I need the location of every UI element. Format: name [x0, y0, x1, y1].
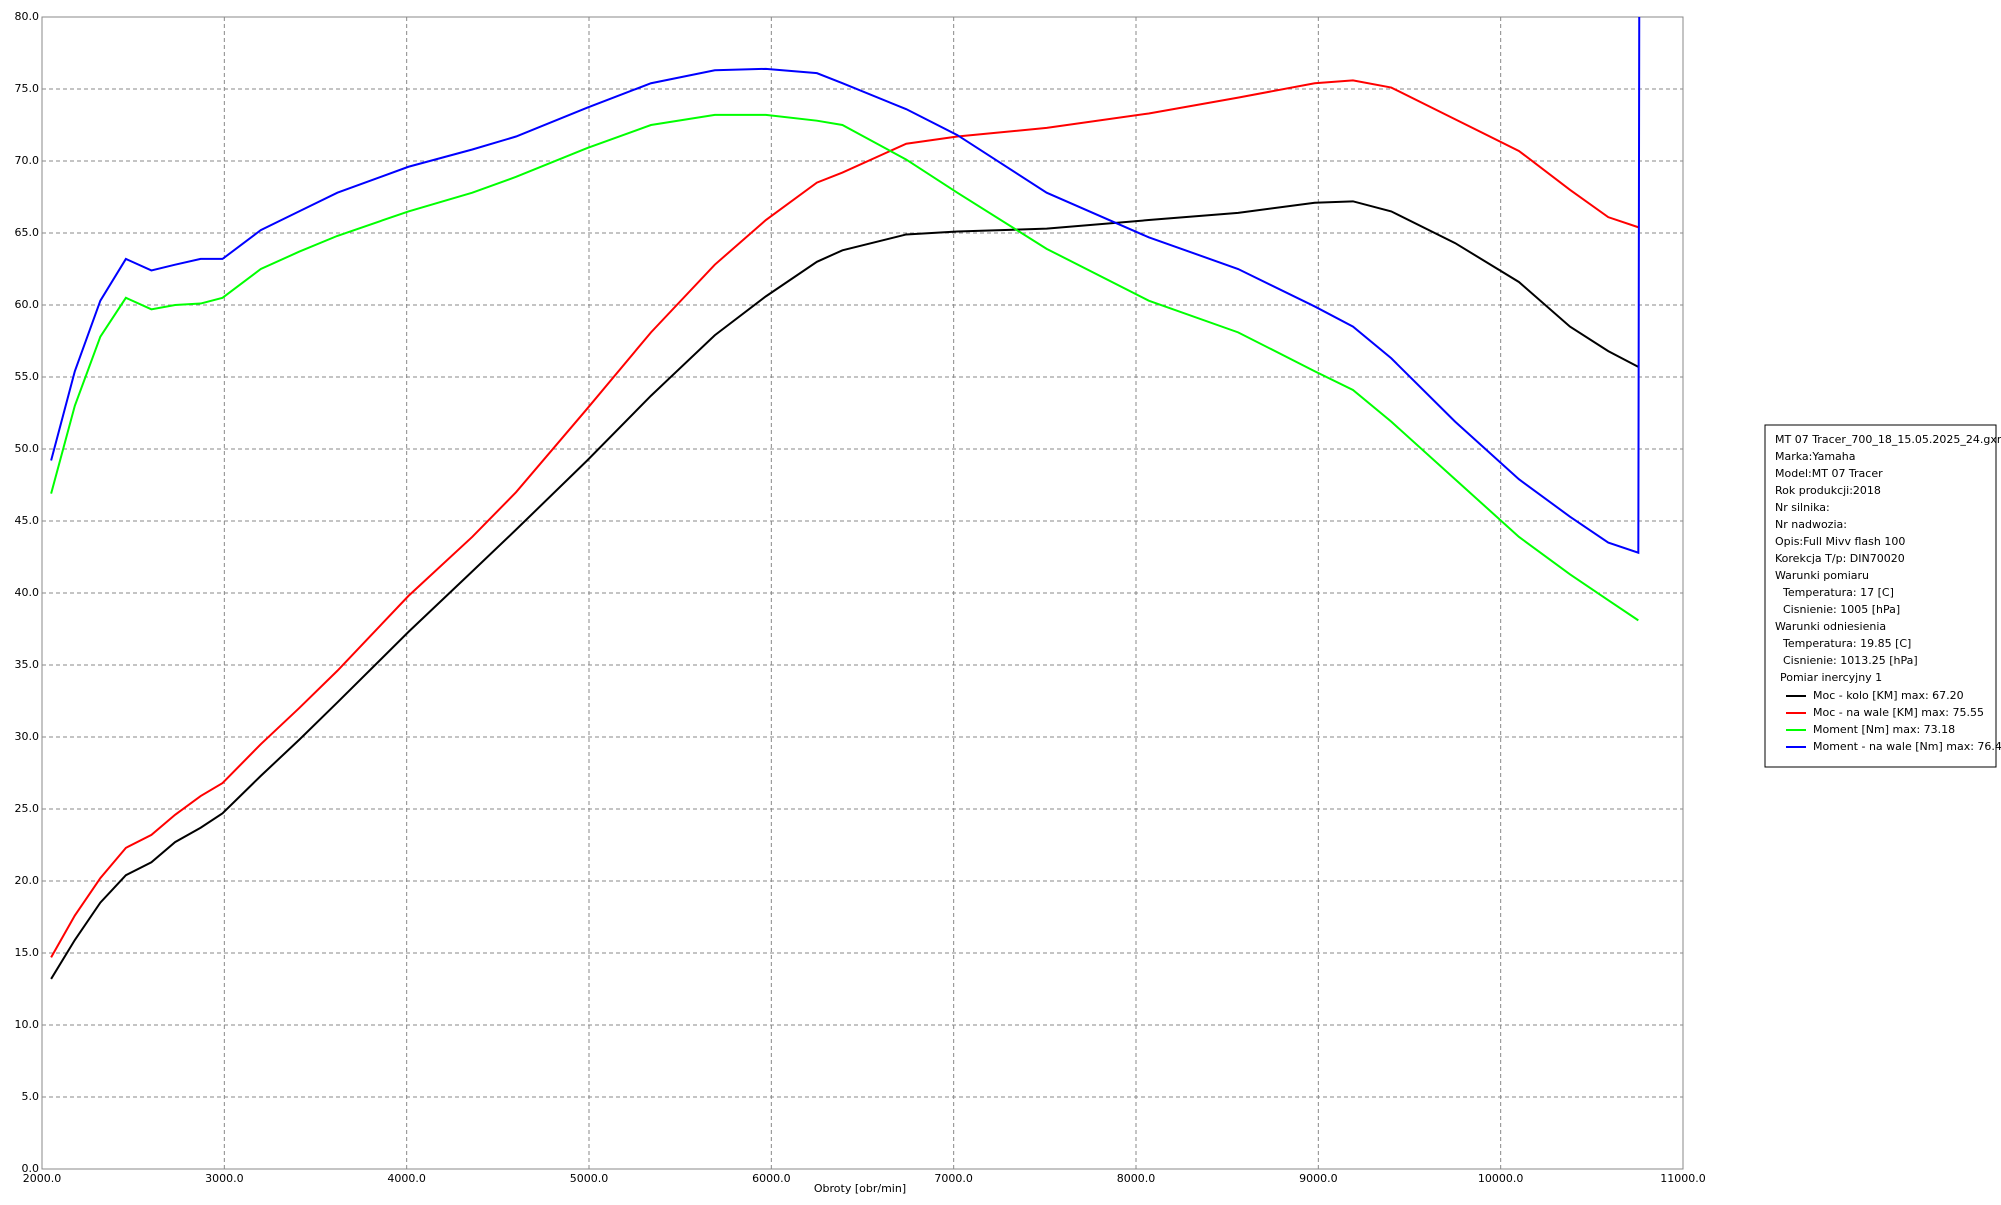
- legend-entry: Moment - na wale [Nm] max: 76.45: [1813, 740, 2001, 753]
- y-tick-label: 55.0: [15, 370, 40, 383]
- x-tick-label: 9000.0: [1299, 1172, 1338, 1185]
- series-line: [50, 79, 1639, 958]
- info-line: Warunki odniesienia: [1775, 620, 1886, 633]
- y-tick-label: 5.0: [22, 1090, 40, 1103]
- series-line: [50, 200, 1639, 980]
- y-tick-label: 60.0: [15, 298, 40, 311]
- x-tick-label: 11000.0: [1660, 1172, 1706, 1185]
- y-tick-label: 15.0: [15, 946, 40, 959]
- y-tick-label: 45.0: [15, 514, 40, 527]
- y-tick-label: 50.0: [15, 442, 40, 455]
- y-tick-label: 70.0: [15, 154, 40, 167]
- info-line: Opis:Full Mivv flash 100: [1775, 535, 1905, 548]
- info-line: Model:MT 07 Tracer: [1775, 467, 1883, 480]
- series-line: [50, 16, 1641, 555]
- info-line: Temperatura: 19.85 [C]: [1782, 637, 1911, 650]
- info-line: MT 07 Tracer_700_18_15.05.2025_24.gxml: [1775, 433, 2001, 446]
- x-tick-label: 8000.0: [1117, 1172, 1156, 1185]
- x-tick-label: 6000.0: [752, 1172, 791, 1185]
- legend-box: [1764, 424, 1997, 768]
- info-line: Temperatura: 17 [C]: [1782, 586, 1894, 599]
- info-line: Marka:Yamaha: [1775, 450, 1856, 463]
- info-line: Pomiar inercyjny 1: [1780, 671, 1882, 684]
- legend-entry: Moc - kolo [KM] max: 67.20: [1813, 689, 1964, 702]
- x-tick-label: 10000.0: [1478, 1172, 1524, 1185]
- x-tick-label: 2000.0: [23, 1172, 62, 1185]
- x-tick-label: 5000.0: [570, 1172, 609, 1185]
- y-tick-label: 35.0: [15, 658, 40, 671]
- x-tick-label: 7000.0: [934, 1172, 973, 1185]
- info-line: Korekcja T/p: DIN70020: [1775, 552, 1905, 565]
- y-tick-label: 80.0: [15, 10, 40, 23]
- info-line: Cisnienie: 1013.25 [hPa]: [1783, 654, 1918, 667]
- y-tick-label: 0.0: [22, 1162, 40, 1175]
- x-tick-label: 3000.0: [205, 1172, 244, 1185]
- y-tick-label: 65.0: [15, 226, 40, 239]
- series-line: [50, 113, 1639, 622]
- y-tick-label: 25.0: [15, 802, 40, 815]
- x-tick-label: 4000.0: [387, 1172, 426, 1185]
- legend-entry: Moment [Nm] max: 73.18: [1813, 723, 1955, 736]
- y-tick-label: 30.0: [15, 730, 40, 743]
- info-line: Nr silnika:: [1775, 501, 1830, 514]
- info-line: Rok produkcji:2018: [1775, 484, 1881, 497]
- legend-entry: Moc - na wale [KM] max: 75.55: [1813, 706, 1984, 719]
- info-line: Cisnienie: 1005 [hPa]: [1783, 603, 1900, 616]
- y-tick-label: 75.0: [15, 82, 40, 95]
- y-tick-label: 40.0: [15, 586, 40, 599]
- info-line: Warunki pomiaru: [1775, 569, 1869, 582]
- plot-frame: [41, 16, 1684, 1170]
- info-line: Nr nadwozia:: [1775, 518, 1847, 531]
- y-tick-label: 20.0: [15, 874, 40, 887]
- y-tick-label: 10.0: [15, 1018, 40, 1031]
- x-axis-label: Obroty [obr/min]: [814, 1182, 906, 1195]
